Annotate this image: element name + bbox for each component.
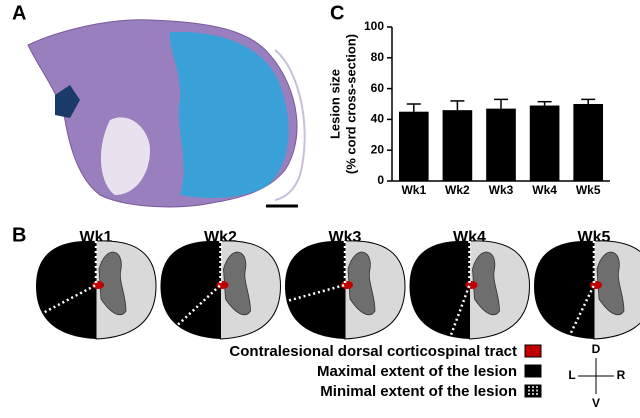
cord-left <box>160 240 221 339</box>
panel-label: A <box>12 2 26 24</box>
x-tick-label: Wk4 <box>532 183 557 197</box>
bar-chart: 0 20 40 60 80 100 Lesion size (% cord cross-sec… <box>327 19 610 197</box>
y-tick-label: 80 <box>371 50 385 64</box>
gray-matter <box>596 251 625 316</box>
bar <box>398 111 429 181</box>
panel-label: C <box>330 2 344 24</box>
y-tick-label: 20 <box>371 142 385 156</box>
gray-matter <box>347 251 376 316</box>
y-axis-label: (% cord cross-section) <box>343 34 358 174</box>
legend-swatch <box>524 364 542 378</box>
bar <box>442 110 473 181</box>
histology-image <box>27 19 306 208</box>
legend-text: Maximal extent of the lesion <box>317 363 517 380</box>
minimal-extent <box>174 241 222 328</box>
y-tick-label: 60 <box>371 81 385 95</box>
cst <box>590 281 602 289</box>
panel-label: B <box>12 224 26 246</box>
x-tick-label: Wk5 <box>576 183 601 197</box>
gray-matter <box>223 251 251 316</box>
cord-left <box>534 240 594 339</box>
y-tick-label: 40 <box>371 112 385 126</box>
compass-label: L <box>568 368 575 382</box>
y-tick-label: 100 <box>364 19 384 33</box>
bar <box>529 105 560 181</box>
compass-label: V <box>592 396 600 410</box>
legend-text: Contralesional dorsal corticospinal trac… <box>229 343 517 360</box>
x-tick-label: Wk1 <box>401 183 426 197</box>
bar <box>486 108 516 181</box>
gray-matter <box>98 251 127 316</box>
cord-left <box>285 240 345 339</box>
cord-left <box>409 240 470 339</box>
legend-text: Minimal extent of the lesion <box>320 383 517 400</box>
cst <box>216 281 229 289</box>
legend-swatch <box>524 344 542 358</box>
y-tick-label: 0 <box>377 173 384 187</box>
cord-left <box>36 240 96 339</box>
x-tick-label: Wk3 <box>489 183 514 197</box>
bar <box>573 104 604 181</box>
gray-matter <box>472 251 500 316</box>
compass-label: R <box>617 368 626 382</box>
minimal-extent <box>40 241 98 316</box>
x-tick-label: Wk2 <box>445 183 470 197</box>
compass-label: D <box>592 342 601 356</box>
cst <box>465 281 478 289</box>
y-axis-label: Lesion size <box>327 69 342 139</box>
